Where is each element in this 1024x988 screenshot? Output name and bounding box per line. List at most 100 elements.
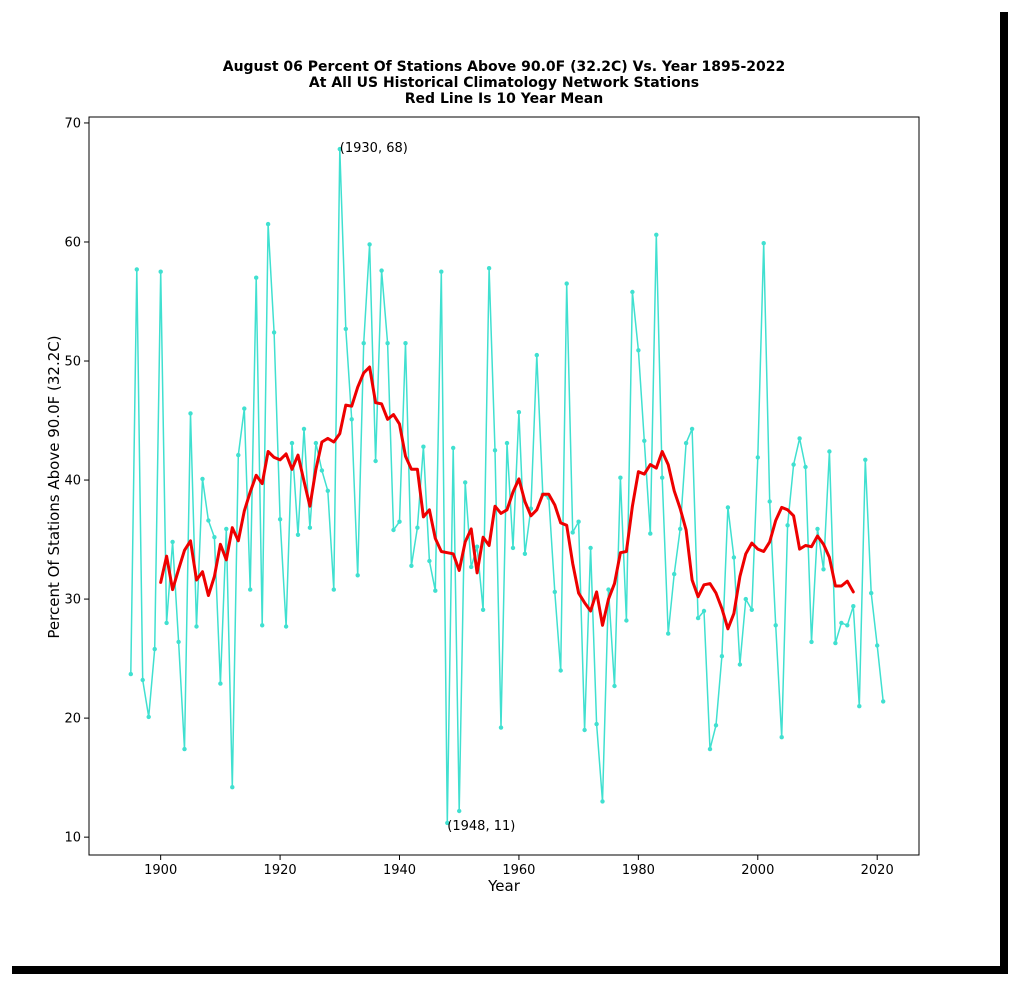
data-point: [230, 785, 235, 790]
chart-title-line-1: August 06 Percent Of Stations Above 90.0…: [223, 59, 786, 75]
data-point: [779, 735, 784, 740]
chart-title-line-3: Red Line Is 10 Year Mean: [405, 91, 603, 107]
data-point: [630, 289, 635, 295]
annotation-1: (1948, 11): [447, 819, 515, 834]
data-point: [236, 452, 241, 458]
data-point: [534, 352, 539, 358]
data-point: [319, 468, 325, 473]
data-point: [875, 643, 880, 648]
data-point: [242, 406, 247, 411]
data-point: [403, 341, 408, 346]
data-point: [839, 620, 844, 626]
y-tick-label: 60: [64, 236, 81, 251]
data-point: [391, 527, 396, 533]
data-point: [313, 440, 319, 446]
data-point: [445, 820, 450, 826]
data-point: [743, 596, 748, 602]
data-point: [582, 727, 587, 733]
data-point: [140, 677, 145, 683]
data-point: [325, 488, 330, 493]
data-point: [349, 417, 354, 422]
axes-layer: 1900 1920 1940 1960 1980 2000 2020 10 20 30 40 50 60…: [64, 116, 920, 878]
data-point: [725, 505, 731, 510]
data-point: [248, 587, 253, 592]
data-point: [707, 746, 713, 752]
data-point: [415, 525, 420, 530]
annotation-0: (1930, 68): [340, 141, 408, 156]
data-point: [469, 564, 474, 570]
data-point: [666, 631, 671, 636]
data-point: [713, 723, 719, 728]
data-point: [480, 607, 486, 612]
data-point: [265, 221, 271, 227]
data-point: [558, 668, 563, 673]
data-point: [433, 588, 438, 593]
y-tick-label: 50: [64, 355, 81, 370]
data-point: [755, 455, 760, 460]
data-point: [504, 440, 510, 446]
data-point: [331, 587, 336, 592]
data-point: [594, 721, 599, 727]
data-point: [457, 808, 462, 814]
data-point: [254, 275, 259, 280]
series-layer: (1930, 68) (1948, 11): [128, 141, 886, 834]
data-point: [648, 531, 653, 536]
data-point: [224, 526, 229, 532]
data-point: [182, 746, 187, 752]
data-point: [833, 640, 838, 646]
data-point: [128, 671, 133, 677]
data-point: [785, 523, 790, 528]
data-point: [146, 714, 151, 720]
data-point: [654, 232, 659, 237]
data-point: [689, 426, 695, 432]
data-point: [373, 458, 378, 464]
data-point: [672, 571, 677, 577]
data-point: [295, 532, 301, 537]
data-point: [206, 518, 211, 523]
data-point: [857, 704, 862, 709]
data-point: [486, 266, 492, 271]
data-point: [355, 573, 360, 578]
data-point: [809, 639, 814, 645]
data-point: [636, 348, 641, 353]
data-point: [510, 545, 516, 551]
data-point: [749, 607, 754, 612]
data-point: [845, 623, 850, 628]
data-point: [337, 146, 342, 152]
data-point: [552, 589, 557, 595]
plot-area-border: [88, 116, 920, 856]
data-point: [600, 799, 605, 804]
data-point: [451, 445, 456, 451]
data-point: [158, 269, 163, 274]
data-point: [271, 330, 277, 335]
y-tick-label: 10: [64, 831, 81, 846]
data-point: [803, 464, 808, 470]
data-point: [863, 457, 868, 462]
series-mean-line: [159, 365, 855, 631]
x-tick-label: 1980: [622, 863, 655, 878]
y-axis-label: Percent Of Stations Above 90.0F (32.2C): [45, 335, 63, 638]
data-point: [516, 410, 522, 415]
data-point: [624, 618, 629, 623]
data-point: [498, 725, 504, 730]
data-point: [397, 519, 402, 524]
data-point: [683, 440, 689, 446]
data-point: [761, 241, 766, 246]
data-point: [277, 517, 283, 522]
data-point: [188, 411, 193, 416]
data-point: [301, 426, 307, 432]
data-point: [719, 654, 725, 659]
data-point: [660, 475, 665, 480]
data-point: [797, 436, 802, 441]
data-point: [361, 341, 366, 346]
data-point: [379, 268, 384, 273]
data-point: [289, 440, 295, 446]
data-point: [152, 646, 157, 652]
data-point: [678, 526, 683, 532]
data-point: [170, 539, 175, 545]
data-point: [283, 624, 289, 629]
data-point: [176, 639, 181, 645]
data-point: [570, 530, 575, 535]
chart-title-line-2: At All US Historical Climatology Network…: [309, 75, 699, 91]
